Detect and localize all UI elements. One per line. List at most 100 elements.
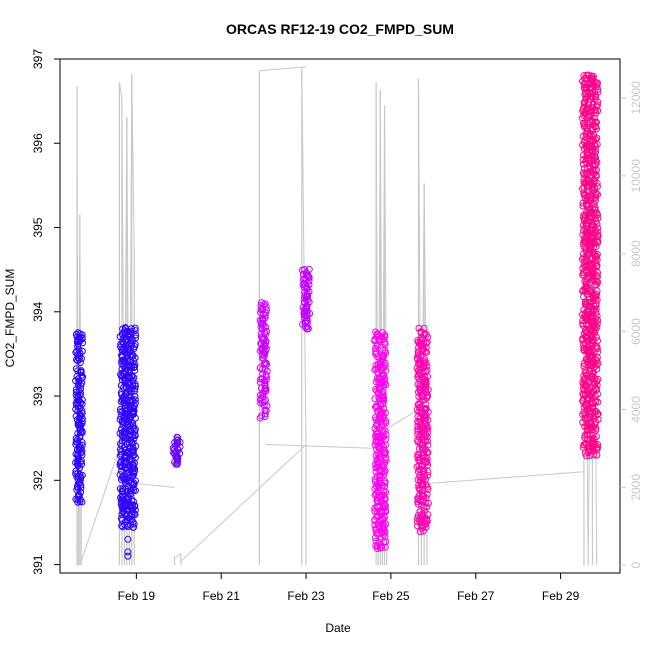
data-point	[578, 255, 586, 263]
data-point	[78, 429, 86, 437]
data-point	[131, 428, 139, 436]
data-point	[380, 383, 388, 391]
altitude-segment	[384, 105, 388, 449]
data-point	[304, 325, 312, 333]
chart-title: ORCAS RF12-19 CO2_FMPD_SUM	[226, 21, 454, 37]
x-tick-label: Feb 21	[203, 589, 241, 603]
data-point	[78, 331, 86, 339]
data-point	[131, 392, 139, 400]
y2-tick-label: 12000	[629, 81, 643, 115]
data-point	[419, 510, 427, 518]
data-point	[377, 496, 385, 504]
data-point	[594, 211, 602, 219]
data-point	[123, 521, 131, 529]
data-point	[592, 173, 600, 181]
data-point	[422, 347, 430, 355]
data-point	[420, 492, 428, 500]
data-point	[263, 402, 271, 410]
data-point	[424, 424, 432, 432]
series-rf14	[169, 433, 184, 468]
data-point	[261, 351, 269, 359]
data-point	[594, 85, 602, 93]
altitude-connector	[180, 444, 307, 562]
data-point	[129, 419, 137, 427]
data-point	[78, 498, 86, 506]
data-point	[594, 228, 602, 236]
data-point	[262, 345, 270, 353]
data-point	[592, 193, 600, 201]
data-point	[424, 499, 432, 507]
altitude-connector	[259, 66, 307, 72]
data-point	[78, 407, 86, 415]
data-point	[591, 142, 599, 150]
data-point	[593, 183, 601, 191]
data-point	[262, 373, 270, 381]
data-point	[381, 543, 389, 551]
data-point	[372, 349, 380, 357]
data-point	[381, 362, 389, 370]
data-point	[130, 509, 138, 517]
data-point	[415, 324, 423, 332]
data-point	[422, 340, 430, 348]
data-point-outlier	[124, 548, 132, 556]
x-tick-label: Feb 19	[118, 589, 156, 603]
data-point	[380, 397, 388, 405]
data-point	[305, 277, 313, 285]
altitude-connector	[265, 444, 377, 449]
altitude-connector	[80, 448, 120, 562]
data-point	[593, 140, 601, 148]
data-point	[593, 345, 601, 353]
data-point	[263, 327, 271, 335]
data-point	[417, 352, 425, 360]
data-point	[592, 302, 600, 310]
data-point	[371, 395, 379, 403]
data-point	[423, 503, 431, 511]
data-point	[590, 451, 598, 459]
data-point	[79, 339, 87, 347]
data-point	[131, 327, 139, 335]
x-tick-label: Feb 29	[542, 589, 580, 603]
data-point	[593, 320, 601, 328]
data-point	[76, 359, 84, 367]
data-point	[422, 411, 430, 419]
altitude-connector	[134, 482, 175, 488]
data-point	[261, 314, 269, 322]
data-point	[262, 323, 270, 331]
data-point	[127, 328, 135, 336]
data-point	[262, 387, 270, 395]
data-point	[594, 398, 602, 406]
x-tick-label: Feb 27	[457, 589, 495, 603]
data-point	[592, 125, 600, 133]
data-point	[380, 395, 388, 403]
data-point	[382, 453, 390, 461]
data-point	[593, 377, 601, 385]
data-point	[591, 148, 599, 156]
data-point	[592, 243, 600, 251]
data-point	[591, 330, 599, 338]
data-point	[380, 487, 388, 495]
data-point	[129, 397, 137, 405]
data-point	[583, 452, 591, 460]
data-point	[303, 305, 311, 313]
data-point	[131, 467, 139, 475]
data-point	[424, 461, 432, 469]
data-point	[78, 335, 86, 343]
data-point	[176, 438, 184, 446]
data-point	[422, 368, 430, 376]
data-point	[374, 429, 382, 437]
data-point	[78, 347, 86, 355]
data-point	[381, 467, 389, 475]
data-point	[592, 118, 600, 126]
data-point	[422, 401, 430, 409]
data-point	[372, 451, 380, 459]
data-point	[424, 333, 432, 341]
y-tick-label: 397	[31, 49, 45, 69]
altitude-connector	[386, 409, 419, 430]
data-point	[382, 430, 390, 438]
data-point	[174, 455, 182, 463]
data-point	[593, 381, 601, 389]
data-point	[594, 239, 602, 247]
data-point	[421, 499, 429, 507]
data-point	[380, 379, 388, 387]
